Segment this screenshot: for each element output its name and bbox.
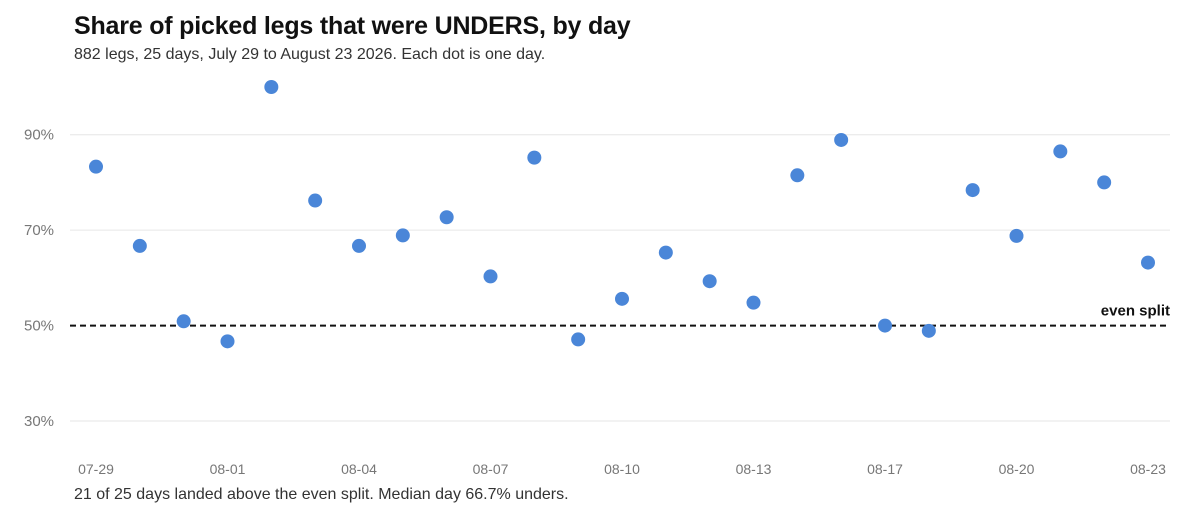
reference-line-group: even split	[70, 303, 1170, 327]
data-point-08-21	[1053, 144, 1068, 159]
data-point-08-20	[1009, 228, 1024, 243]
data-point-08-07	[483, 269, 498, 284]
data-point-08-06	[439, 210, 454, 225]
data-point-08-17	[878, 318, 892, 333]
chart-footnote: 21 of 25 days landed above the even spli…	[74, 486, 569, 503]
data-point-08-12	[702, 274, 717, 289]
data-point-07-31	[176, 314, 191, 329]
x-tick-label: 08-23	[1130, 461, 1166, 477]
data-point-08-05	[395, 228, 410, 243]
data-point-08-15	[834, 132, 849, 147]
data-point-07-30	[132, 238, 147, 253]
y-tick-label: 70%	[24, 222, 54, 239]
data-point-08-23	[1141, 255, 1155, 270]
data-point-08-13	[746, 295, 761, 310]
x-tick-label: 07-29	[78, 461, 114, 477]
x-tick-label: 08-07	[473, 461, 509, 477]
y-tick-label: 30%	[24, 413, 54, 430]
data-point-08-03	[308, 193, 323, 208]
data-point-08-02	[264, 80, 279, 94]
chart-subtitle: 882 legs, 25 days, July 29 to August 23 …	[74, 46, 546, 63]
data-point-08-09	[571, 332, 586, 347]
data-point-08-14	[790, 168, 805, 183]
x-tick-label: 08-01	[210, 461, 246, 477]
y-tick-label: 90%	[24, 127, 54, 144]
gridlines	[70, 134, 1170, 422]
x-tick-label: 08-10	[604, 461, 640, 477]
x-tick-label: 08-17	[867, 461, 903, 477]
data-point-08-22	[1097, 175, 1112, 190]
even-split-label: even split	[1101, 303, 1170, 320]
x-tick-label: 08-04	[341, 461, 377, 477]
x-tick-label: 08-20	[999, 461, 1035, 477]
data-point-07-29	[89, 159, 103, 174]
data-point-08-01	[220, 334, 235, 349]
data-points	[89, 80, 1155, 349]
data-point-08-08	[527, 150, 542, 165]
y-tick-label: 50%	[24, 318, 54, 335]
data-point-08-11	[658, 245, 673, 260]
data-point-08-10	[615, 291, 629, 306]
chart-title: Share of picked legs that were UNDERS, b…	[74, 12, 631, 40]
y-axis-ticks: 30% 50% 70% 90%	[24, 127, 54, 430]
x-axis-ticks: 07-29 08-01 08-04 08-07 08-10 08-13 08-17 08-20…	[78, 461, 1166, 477]
data-point-08-04	[352, 238, 366, 253]
x-tick-label: 08-13	[736, 461, 772, 477]
data-point-08-18	[921, 323, 936, 338]
data-point-08-19	[965, 183, 980, 198]
